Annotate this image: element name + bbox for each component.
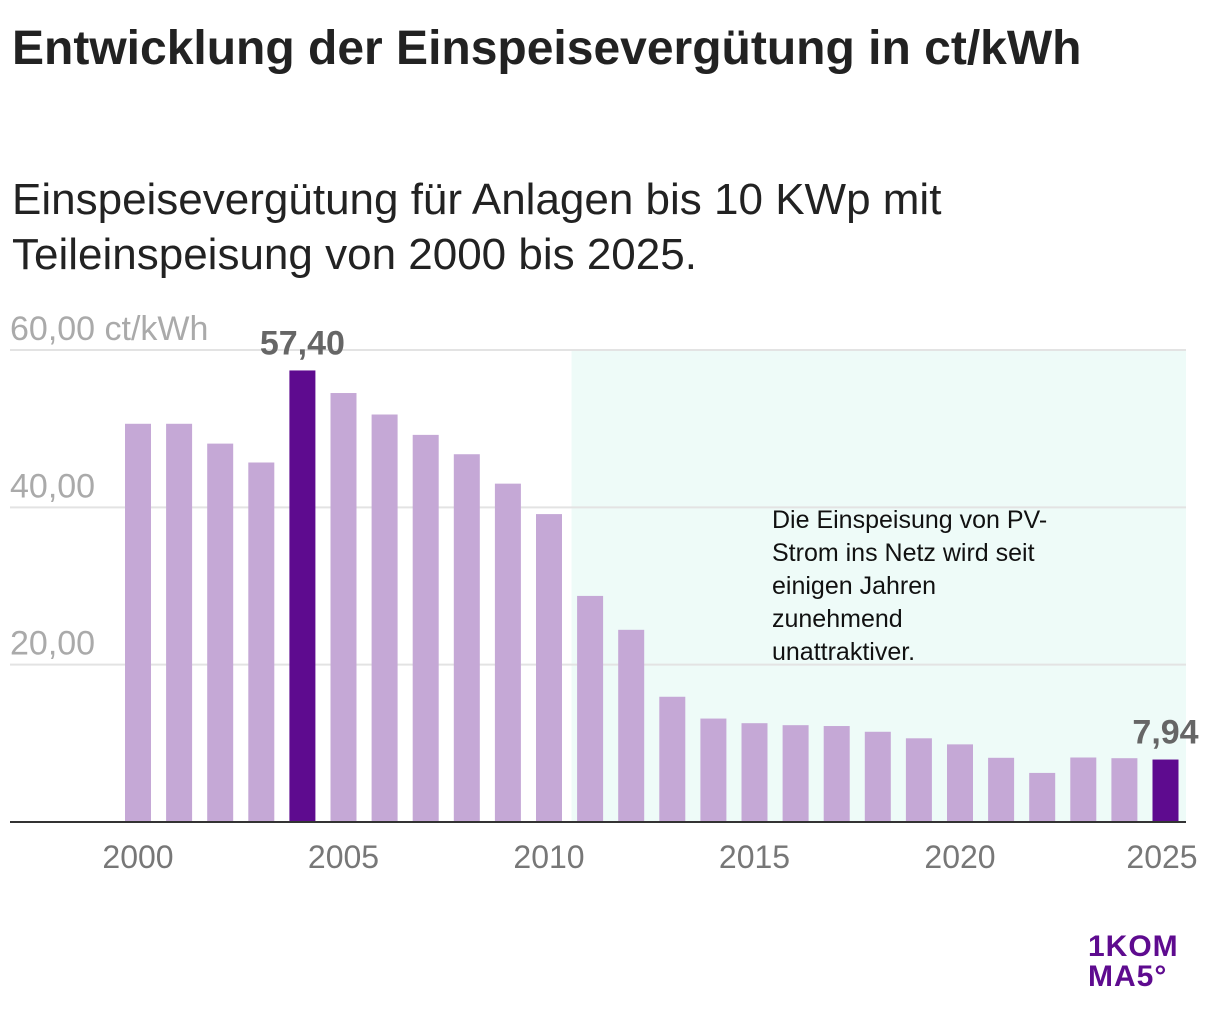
brand-logo: 1KOM MA5° [1088,932,1208,992]
x-tick-label-2015: 2015 [719,839,790,875]
bar-2013 [659,696,686,822]
data-labels: 57,40 7,94 [260,324,1199,751]
bars [125,370,1179,822]
bar-2001 [166,423,193,822]
bar-2020 [947,744,973,822]
x-tick-label-2010: 2010 [513,839,584,875]
chart-subtitle: Einspeisevergütung für Anlagen bis 10 KW… [12,175,942,279]
annotation-line-1: Strom ins Netz wird seit [772,539,1035,567]
bar-2007 [412,434,439,822]
y-tick-label-0: 60,00 ct/kWh [10,310,208,348]
bar-2022 [1029,772,1056,822]
bar-2018 [864,731,891,822]
bar-2002 [207,443,234,822]
bar-2004 [289,370,316,822]
bar-2006 [371,414,398,822]
bar-2023 [1070,757,1097,822]
bar-2025 [1152,759,1179,822]
x-axis-ticks: 2000 2005 2010 2015 2020 2025 [102,839,1197,875]
bar-2019 [905,738,932,822]
bar-2010 [536,514,562,822]
bar-2015 [741,723,768,822]
annotation-line-0: Die Einspeisung von PV- [772,506,1047,534]
x-tick-label-2005: 2005 [308,839,379,875]
bar-2016 [782,725,809,822]
data-label-2025: 7,94 [1132,714,1198,752]
logo-line-1: 1KOM [1088,930,1179,963]
x-tick-label-2000: 2000 [102,839,173,875]
bar-2017 [823,726,850,822]
bar-2021 [988,757,1015,822]
bar-2024 [1111,758,1138,822]
bar-2011 [577,595,604,822]
y-axis-ticks: 60,00 ct/kWh 40,00 20,00 [10,310,208,663]
annotation-line-4: unattraktiver. [772,638,915,666]
bar-2012 [618,629,645,822]
y-tick-label-1: 40,00 [10,467,95,505]
x-tick-label-2025: 2025 [1126,839,1197,875]
logo-line-2: MA5° [1088,960,1168,993]
chart-title: Entwicklung der Einspeisevergütung in ct… [12,22,1082,75]
annotation-line-2: einigen Jahren [772,572,936,600]
bar-2009 [494,483,521,822]
bar-2000 [125,423,151,822]
bar-2003 [248,462,275,822]
bar-2008 [453,454,480,822]
x-tick-label-2020: 2020 [924,839,995,875]
bar-2014 [700,718,727,822]
annotation-text: Die Einspeisung von PV- Strom ins Netz wi… [772,506,1047,666]
y-tick-label-2: 20,00 [10,625,95,663]
data-label-2004: 57,40 [260,324,345,362]
bar-2005 [330,393,357,822]
annotation-line-3: zunehmend [772,605,903,633]
